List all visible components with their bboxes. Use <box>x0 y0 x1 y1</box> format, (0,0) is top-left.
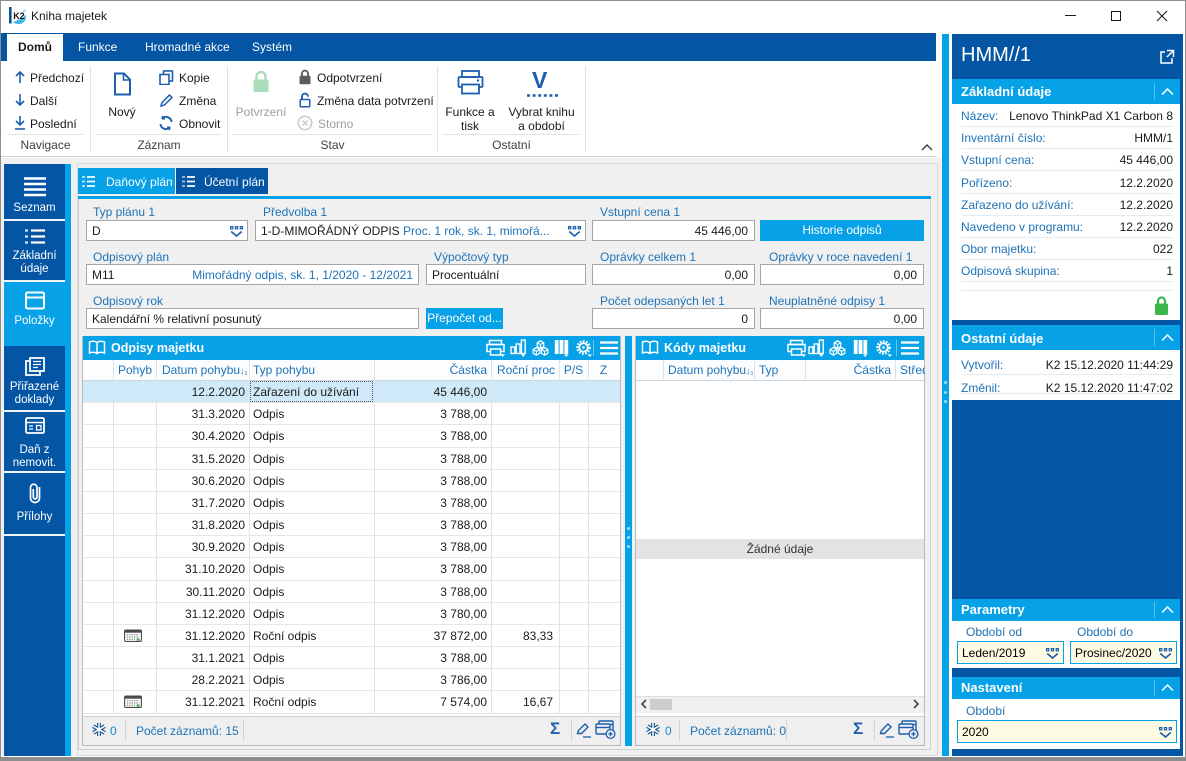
svg-text:K2: K2 <box>13 11 25 21</box>
